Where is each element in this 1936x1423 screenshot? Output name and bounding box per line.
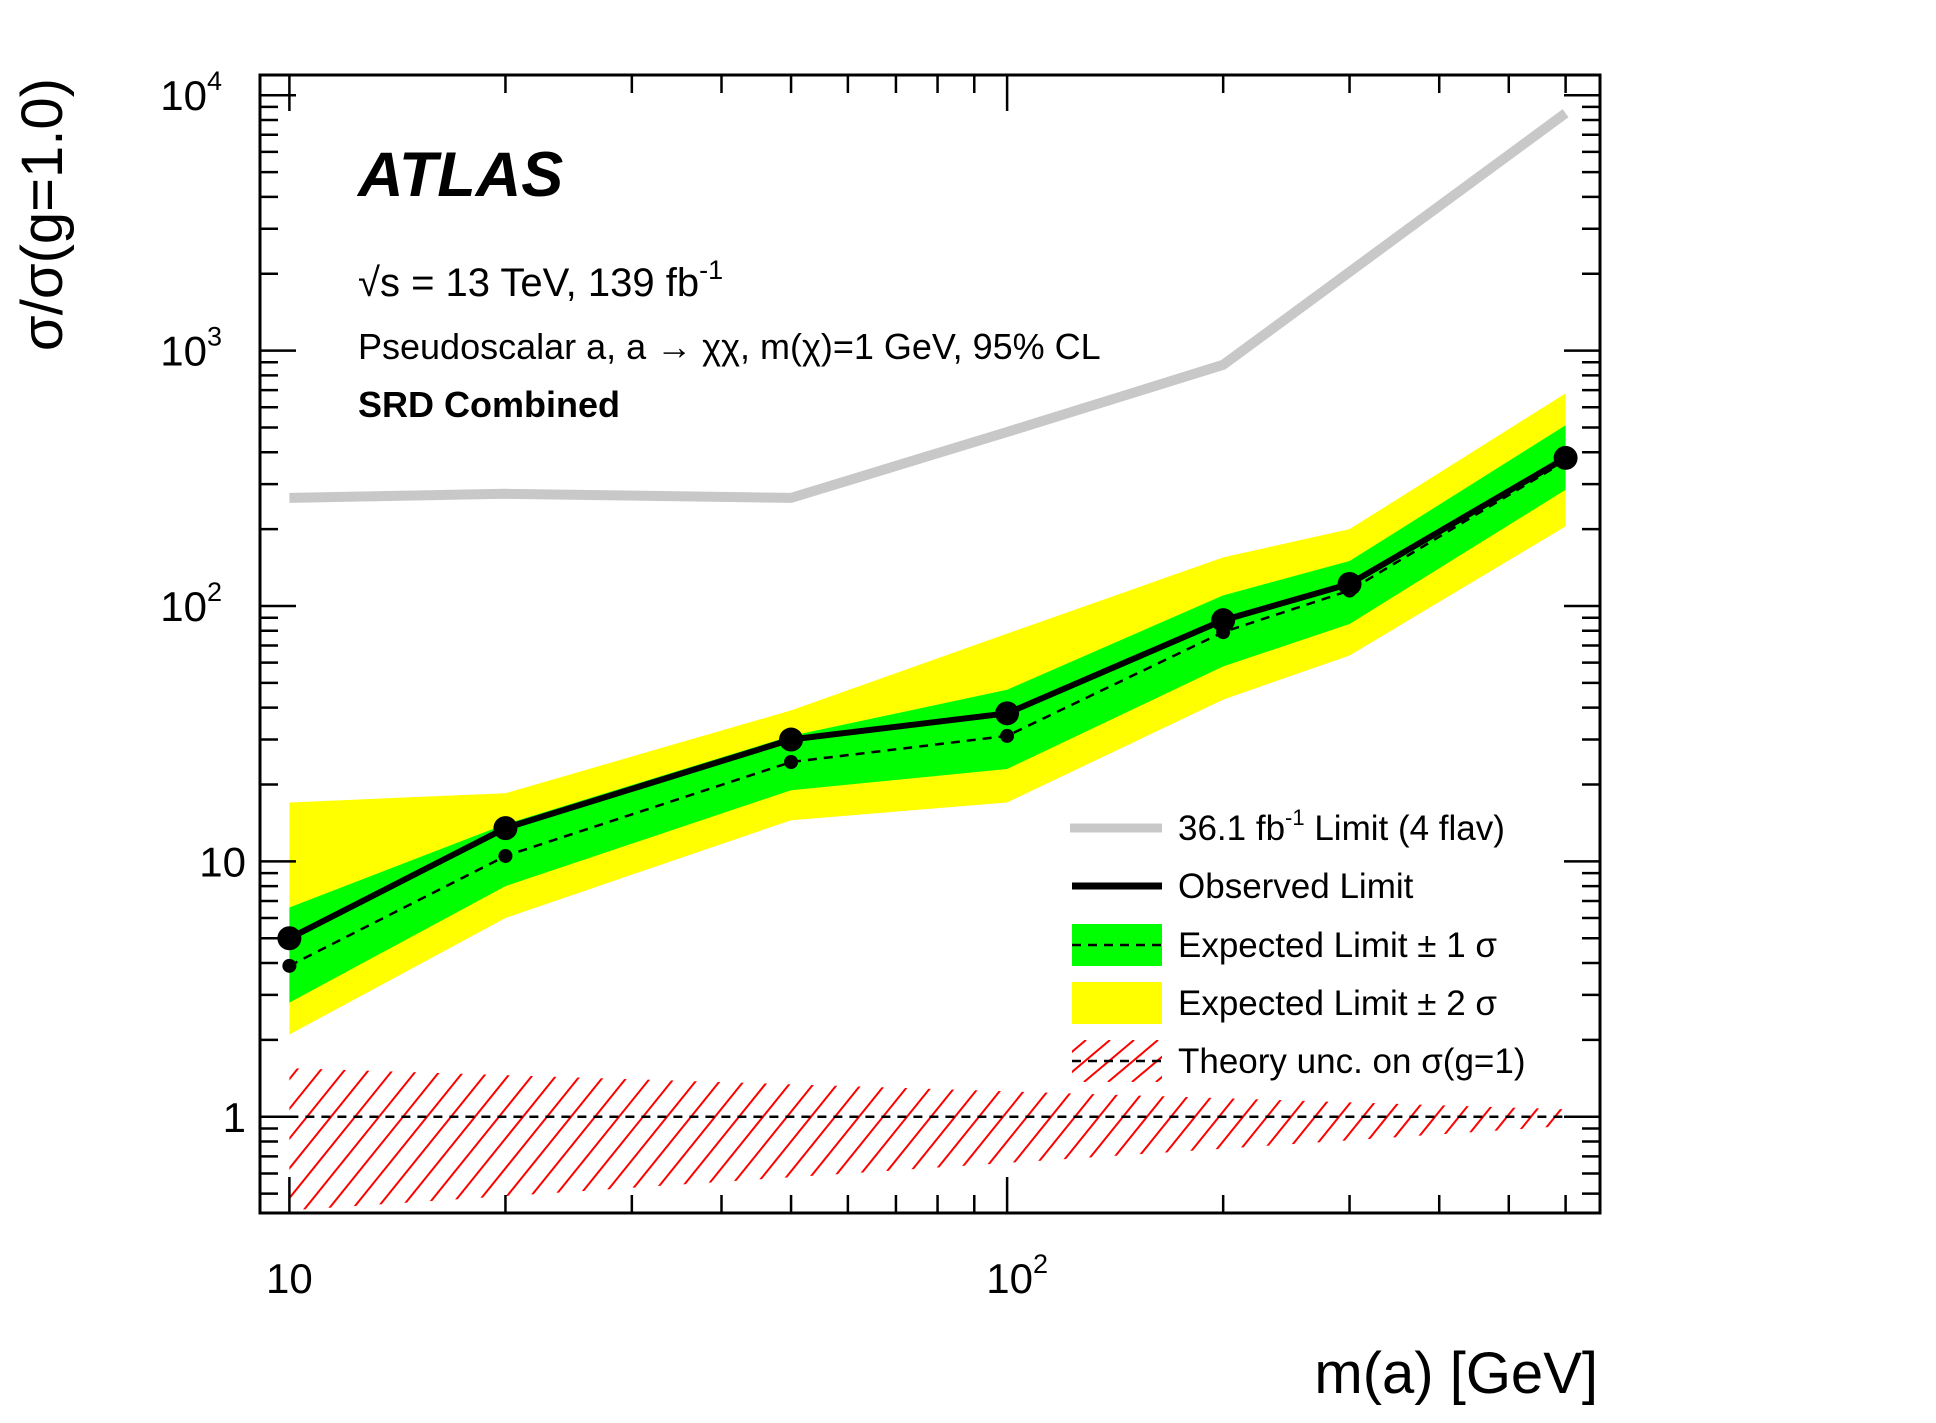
theory-hatch-line [636, 1068, 799, 1211]
theory-hatch-line [780, 1068, 943, 1211]
observed-point [995, 701, 1020, 726]
theory-hatch-line [516, 1068, 679, 1211]
legend-label-2sigma: Expected Limit ± 2 σ [1178, 984, 1497, 1023]
observed-point [1211, 608, 1236, 633]
legend-label-observed: Observed Limit [1178, 867, 1414, 906]
y-axis-label: σ/σ(g=1.0) [10, 78, 75, 351]
theory-hatch-line [1597, 1015, 1757, 1213]
theory-hatch-line [300, 1068, 463, 1211]
theory-hatch-line [564, 1068, 727, 1211]
theory-hatch-line [828, 1068, 991, 1211]
theory-hatch-line [0, 1015, 149, 1213]
x-tick-label: 10 [266, 1255, 313, 1302]
legend-swatch-1sigma [1072, 924, 1162, 966]
theory-hatch-line [660, 1068, 823, 1211]
legend-label-1sigma: Expected Limit ± 1 σ [1178, 926, 1497, 965]
theory-hatch-line [972, 1068, 1135, 1211]
theory-hatch-line [732, 1068, 895, 1211]
y-tick-label: 104 [160, 66, 222, 119]
expected-bands [289, 393, 1566, 1035]
observed-point [779, 727, 804, 752]
theory-hatch-line [289, 1068, 391, 1211]
theory-hatch-line [492, 1068, 655, 1211]
y-tick-label: 102 [160, 577, 222, 630]
tick-labels: 1 10 102 103 104 10 102 [160, 66, 1048, 1302]
model-label: Pseudoscalar a, a → χχ, m(χ)=1 GeV, 95% … [358, 326, 1101, 367]
theory-hatch-line [1645, 1015, 1805, 1213]
theory-hatch-line [708, 1068, 871, 1211]
x-tick-label: 102 [986, 1249, 1048, 1302]
theory-hatch-line [948, 1068, 1111, 1211]
legend-swatch-theory [1012, 1040, 1162, 1082]
observed-point [1553, 445, 1578, 470]
expected-point [498, 848, 513, 863]
theory-hatch-line [804, 1068, 967, 1211]
observed-point [493, 816, 518, 841]
theory-hatch-line [348, 1068, 511, 1211]
axis-ticks [260, 75, 1600, 1213]
theory-hatch-line [289, 1068, 415, 1211]
theory-hatch-line [37, 1015, 197, 1213]
theory-hatch-line [1669, 1015, 1829, 1213]
band-1sigma [289, 425, 1566, 1003]
theory-hatch-line [289, 1068, 295, 1211]
theory-hatch-line [396, 1068, 559, 1211]
theory-hatch-line [1741, 1015, 1901, 1213]
theory-hatch-line [1765, 1015, 1925, 1213]
theory-hatch-line [588, 1068, 751, 1211]
theory-hatch-line [852, 1068, 1015, 1211]
legend-label-previous: 36.1 fb-1 Limit (4 flav) [1178, 805, 1505, 848]
theory-hatch-line [1548, 1068, 1566, 1211]
theory-hatch-line [420, 1068, 583, 1211]
theory-hatch-line [900, 1068, 1063, 1211]
legend-hatch-line [1107, 1040, 1159, 1082]
observed-point [1337, 571, 1362, 596]
x-axis-label: m(a) [GeV] [1314, 1341, 1598, 1406]
y-tick-label: 1 [223, 1094, 246, 1141]
legend-label-theory: Theory unc. on σ(g=1) [1178, 1042, 1525, 1081]
previous-limit-line [289, 109, 1569, 503]
theory-hatch-line [684, 1068, 847, 1211]
legend-hatch-line [1012, 1040, 1062, 1082]
expected-point [1000, 728, 1015, 743]
theory-hatch-line [1573, 1015, 1733, 1213]
expected-point [282, 958, 297, 973]
y-tick-label: 103 [160, 322, 222, 375]
theory-hatch-line [372, 1068, 535, 1211]
theory-hatch-line [1717, 1015, 1877, 1213]
theory-hatch-line [612, 1068, 775, 1211]
legend-hatch-line [1072, 1040, 1111, 1074]
theory-hatch-line [924, 1068, 1087, 1211]
observed-point [277, 926, 302, 951]
limit-points [277, 445, 1578, 973]
theory-hatch-line [13, 1015, 173, 1213]
plot-frame [258, 73, 1602, 1215]
theory-hatch-line [540, 1068, 703, 1211]
theory-hatch-line [324, 1068, 487, 1211]
legend: 36.1 fb-1 Limit (4 flav) Observed Limit … [1012, 805, 1525, 1082]
energy-label: √s = 13 TeV, 139 fb-1 [358, 255, 723, 305]
theory-hatch-line [876, 1068, 1039, 1211]
theory-hatch-line [1693, 1015, 1853, 1213]
theory-hatch-line [289, 1068, 439, 1211]
theory-hatch-line [756, 1068, 919, 1211]
theory-hatch-line [61, 1015, 221, 1213]
region-label: SRD Combined [358, 384, 620, 425]
legend-hatch-line [1072, 1040, 1087, 1054]
y-tick-label: 10 [199, 838, 246, 885]
theory-hatch-line [1020, 1068, 1183, 1211]
theory-hatch-line [1524, 1068, 1566, 1211]
theory-hatch-line [468, 1068, 631, 1211]
theory-hatch-line [444, 1068, 607, 1211]
theory-hatch-line [85, 1015, 245, 1213]
theory-hatch-line [1621, 1015, 1781, 1213]
legend-swatch-2sigma [1072, 982, 1162, 1024]
expected-point [784, 755, 799, 770]
atlas-label: ATLAS [356, 140, 563, 210]
theory-hatch-line [996, 1068, 1159, 1211]
